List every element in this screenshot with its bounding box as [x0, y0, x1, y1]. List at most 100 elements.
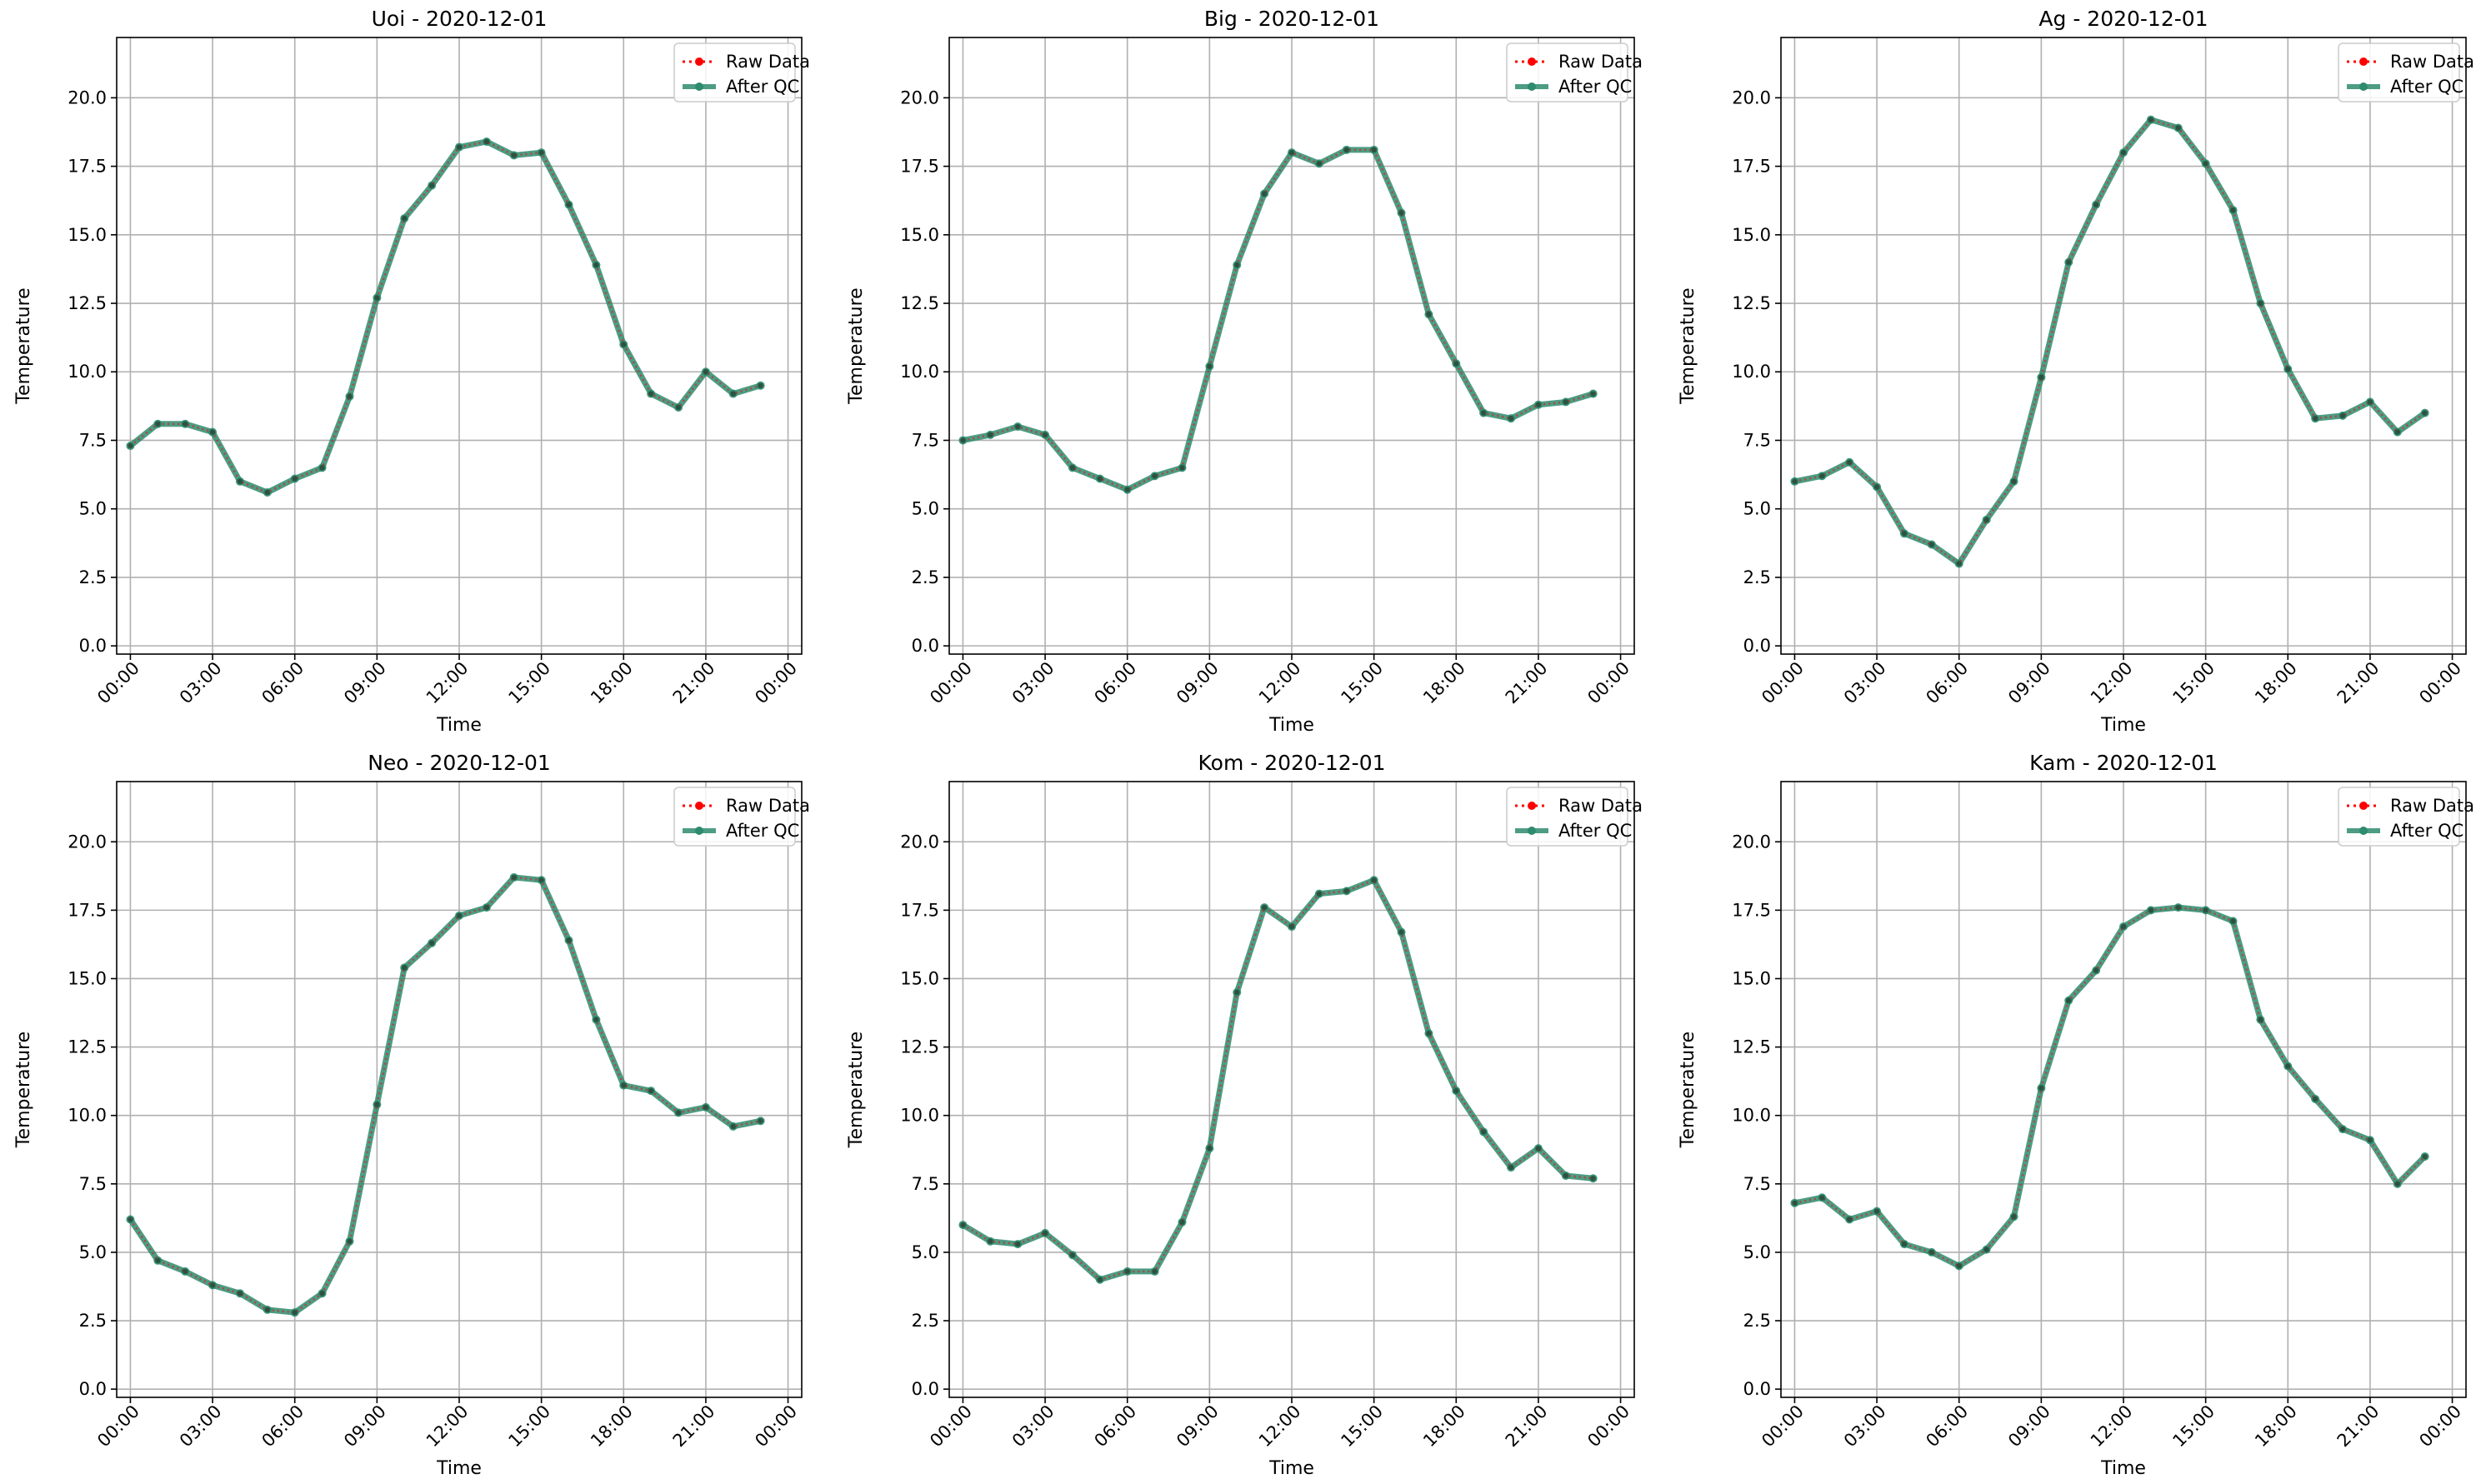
data-point-raw-data [2230, 207, 2236, 213]
data-point-raw-data [1371, 877, 1377, 883]
x-tick-label: 12:00 [423, 1402, 473, 1452]
data-point-raw-data [1288, 923, 1295, 930]
data-point-raw-data [374, 295, 380, 301]
y-tick-label: 12.5 [900, 293, 939, 313]
data-point-raw-data [128, 1217, 133, 1222]
x-tick-label: 00:00 [2415, 1402, 2465, 1452]
x-tick-label: 12:00 [2087, 658, 2137, 708]
y-tick-label: 5.0 [1743, 1242, 1771, 1262]
data-point-raw-data [2285, 366, 2291, 372]
x-tick-label: 18:00 [1419, 1402, 1469, 1452]
x-tick-label: 00:00 [926, 1402, 976, 1452]
y-tick-label: 12.5 [68, 293, 107, 313]
data-point-raw-data [428, 940, 435, 946]
y-tick-label: 20.0 [68, 87, 107, 107]
y-tick-label: 10.0 [1732, 362, 1771, 382]
data-point-raw-data [2312, 1096, 2318, 1102]
data-point-raw-data [648, 1087, 654, 1094]
data-point-raw-data [1563, 399, 1569, 405]
y-tick-label: 17.5 [1732, 157, 1771, 177]
y-tick-label: 7.5 [1743, 430, 1771, 450]
y-tick-label: 7.5 [79, 430, 107, 450]
data-point-raw-data [2339, 1126, 2346, 1132]
data-point-raw-data [2093, 202, 2099, 207]
y-tick-label: 12.5 [68, 1037, 107, 1057]
y-tick-label: 10.0 [1732, 1106, 1771, 1126]
x-tick-label: 09:00 [340, 658, 390, 708]
y-tick-label: 2.5 [1743, 567, 1771, 587]
x-tick-label: 06:00 [1922, 658, 1972, 708]
legend-label-after-qc: After QC [726, 821, 799, 841]
data-point-raw-data [2175, 904, 2181, 911]
x-tick-label: 12:00 [2087, 1402, 2137, 1452]
x-tick-label: 12:00 [1255, 1402, 1305, 1452]
y-tick-label: 20.0 [68, 832, 107, 852]
x-axis-label: Time [436, 715, 482, 736]
y-tick-label: 17.5 [68, 900, 107, 920]
legend-label-raw-data: Raw Data [1558, 52, 1643, 72]
data-point-raw-data [1563, 1172, 1569, 1179]
legend-marker-raw-data [1528, 802, 1536, 810]
data-point-raw-data [1956, 561, 1962, 567]
data-point-raw-data [1847, 459, 1853, 465]
data-point-raw-data [1453, 1087, 1459, 1094]
data-point-raw-data [2066, 997, 2072, 1003]
data-point-raw-data [1792, 478, 1798, 484]
y-tick-label: 5.0 [912, 499, 939, 519]
data-point-raw-data [483, 138, 490, 145]
x-axis-label: Time [1268, 1458, 1314, 1479]
y-tick-label: 12.5 [1732, 293, 1771, 313]
data-point-raw-data [1928, 542, 1935, 547]
data-point-raw-data [1590, 391, 1596, 397]
legend: Raw Data After QC [2338, 787, 2474, 847]
y-tick-label: 15.0 [1732, 968, 1771, 988]
y-tick-label: 15.0 [68, 225, 107, 245]
data-point-raw-data [1261, 191, 1268, 197]
data-point-raw-data [1042, 432, 1048, 438]
data-point-raw-data [621, 1082, 627, 1088]
y-tick-label: 2.5 [79, 567, 107, 587]
y-tick-label: 12.5 [1732, 1037, 1771, 1057]
x-tick-label: 21:00 [669, 658, 719, 708]
legend-label-after-qc: After QC [726, 77, 799, 97]
x-tick-label: 06:00 [258, 1402, 308, 1452]
x-tick-label: 00:00 [2415, 658, 2465, 708]
data-point-raw-data [1983, 517, 1989, 523]
data-point-raw-data [1983, 1247, 1989, 1252]
data-point-raw-data [730, 1123, 736, 1130]
legend-marker-raw-data [1528, 57, 1536, 66]
y-tick-label: 5.0 [1743, 499, 1771, 519]
data-point-raw-data [292, 476, 298, 482]
data-point-raw-data [2394, 1181, 2400, 1187]
y-tick-label: 17.5 [1732, 900, 1771, 920]
data-point-raw-data [730, 391, 736, 397]
legend: Raw Data After QC [673, 42, 810, 102]
data-point-raw-data [2120, 149, 2127, 156]
data-point-raw-data [2011, 1214, 2017, 1220]
data-point-raw-data [1480, 1129, 1487, 1135]
data-point-raw-data [1535, 402, 1542, 407]
legend-marker-after-qc [1528, 82, 1536, 91]
chart-title: Kam - 2020-12-01 [2029, 751, 2218, 775]
series-line-raw-data [1794, 906, 2426, 1267]
data-point-raw-data [1288, 149, 1295, 156]
x-tick-label: 18:00 [1419, 658, 1469, 708]
data-point-raw-data [456, 144, 463, 150]
legend-marker-after-qc [2359, 82, 2368, 91]
data-point-raw-data [1819, 1195, 1825, 1201]
data-point-raw-data [758, 382, 763, 388]
data-point-raw-data [1426, 1030, 1432, 1037]
chart-panel: 0.0 2.5 5.0 7.5 10.0 12.5 15.0 17.5 20.0 00:00 03:… [1678, 751, 2474, 1479]
data-point-raw-data [960, 1222, 966, 1228]
y-axis-label: Temperature [846, 1032, 867, 1148]
y-tick-label: 5.0 [79, 1242, 107, 1262]
data-point-raw-data [319, 465, 325, 471]
data-point-raw-data [1508, 415, 1514, 422]
data-point-raw-data [155, 1257, 161, 1263]
y-tick-label: 2.5 [912, 567, 939, 587]
data-point-raw-data [292, 1309, 298, 1316]
chart-title: Ag - 2020-12-01 [2038, 7, 2208, 31]
x-tick-label: 00:00 [1583, 1402, 1633, 1452]
series-line-raw-data [962, 878, 1593, 1282]
data-point-raw-data [2258, 1017, 2263, 1022]
